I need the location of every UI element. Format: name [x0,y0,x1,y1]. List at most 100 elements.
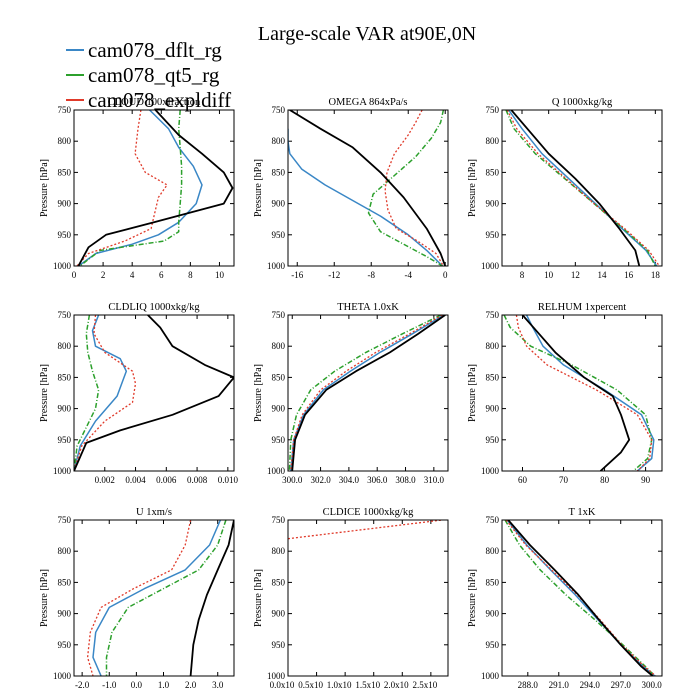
x-tick-label: 302.0 [310,475,331,485]
x-tick-label: 4 [130,270,135,280]
series-line-cam078-expldiff [76,110,168,266]
series-line-cam078-qt5-rg [288,315,442,471]
x-tick-label: 308.0 [395,475,416,485]
y-tick-label: 950 [486,640,500,650]
y-tick-label: 1000 [267,261,286,271]
y-tick-label: 850 [486,577,500,587]
y-tick-label: 1000 [53,261,72,271]
y-tick-label: 850 [272,577,286,587]
y-tick-label: 1000 [267,671,286,681]
plot-frame [501,109,663,267]
y-tick-label: 950 [486,435,500,445]
y-tick-label: 800 [272,341,286,351]
x-tick-label: 18 [651,270,661,280]
series-line-obs [74,315,234,471]
y-tick-label: 850 [272,372,286,382]
y-tick-label: 950 [58,640,72,650]
plot-frame [73,519,235,677]
x-tick-label: 60 [518,475,528,485]
series-line-obs [521,315,631,471]
x-tick-label: 0.5x10 [298,680,323,690]
series-group [288,110,447,266]
x-tick-label: -4 [404,270,412,280]
y-axis-label: Pressure [hPa] [253,569,264,627]
series-group [503,315,655,471]
series-line-obs [510,110,641,266]
x-tick-label: 16 [624,270,634,280]
x-tick-label: 0 [72,270,77,280]
y-tick-label: 850 [58,167,72,177]
series-line-cam078-dflt-rg [92,520,222,676]
series-line-cam078-qt5-rg [503,315,653,471]
y-tick-label: 1000 [481,261,500,271]
y-tick-label: 900 [486,404,500,414]
y-tick-label: 900 [486,609,500,619]
x-tick-label: 2 [101,270,106,280]
y-tick-label: 750 [486,310,500,320]
series-group [288,520,443,540]
x-tick-label: 300.0 [642,680,663,690]
y-tick-label: 900 [58,404,72,414]
series-line-cam078-expldiff [515,315,653,471]
x-tick-label: 70 [559,475,569,485]
x-tick-label: 0.008 [187,475,208,485]
series-line-cam078-qt5-rg [105,520,227,676]
y-tick-label: 900 [272,404,286,414]
panel-title: CLDICE 1000xkg/kg [323,507,414,518]
legend-label-expldiff: cam078_expldiff [88,88,231,112]
x-tick-label: 8 [188,270,193,280]
y-tick-label: 750 [486,105,500,115]
y-axis-label: Pressure [hPa] [39,159,50,217]
series-group [504,520,657,676]
y-tick-label: 850 [486,167,500,177]
y-tick-label: 950 [486,230,500,240]
x-tick-label: 10 [215,270,225,280]
x-tick-label: -2.0 [75,680,90,690]
panel-p2: OMEGA 864xPa/s Pressure [hPa] 750 800 850 900… [253,97,449,280]
y-tick-label: 750 [486,515,500,525]
panel-title: RELHUM 1xpercent [538,302,626,313]
legend-label-qt5: cam078_qt5_rg [88,63,220,87]
panel-title: Q 1000xkg/kg [552,97,613,108]
panel-title: U 1xm/s [136,507,172,518]
series-line-obs [507,520,654,676]
x-tick-label: 2.0x10 [384,680,409,690]
panel-title: CLOUD 100xfraction [108,97,201,108]
series-line-cam078-dflt-rg [74,315,128,471]
series-line-cam078-dflt-rg [508,110,658,266]
legend-label-dflt: cam078_dflt_rg [88,38,222,62]
y-tick-label: 750 [58,515,72,525]
panel-title: OMEGA 864xPa/s [328,97,407,108]
x-tick-label: 1.0 [158,680,170,690]
y-axis-label: Pressure [hPa] [467,159,478,217]
x-tick-label: 0.0x10 [270,680,295,690]
x-tick-label: 14 [598,270,608,280]
panel-title: CLDLIQ 1000xkg/kg [108,302,200,313]
x-tick-label: 0.006 [156,475,177,485]
y-tick-label: 750 [272,310,286,320]
y-tick-label: 750 [58,310,72,320]
panel-p1: CLOUD 100xfraction Pressure [hPa] 750 800 85… [39,97,235,280]
y-tick-label: 750 [272,105,286,115]
series-line-cam078-qt5-rg [79,110,183,266]
x-tick-label: 0.0 [131,680,143,690]
y-tick-label: 1000 [267,466,286,476]
y-axis-label: Pressure [hPa] [253,364,264,422]
y-tick-label: 800 [486,546,500,556]
series-group [288,315,446,471]
panel-title: THETA 1.0xK [337,302,399,313]
x-tick-label: 6 [159,270,164,280]
x-tick-label: -16 [291,270,303,280]
y-tick-label: 900 [58,199,72,209]
series-line-cam078-dflt-rg [525,315,655,471]
y-tick-label: 850 [272,167,286,177]
panel-p4: CLDLIQ 1000xkg/kg Pressure [hPa] 750 800 850… [39,302,238,485]
x-tick-label: 10 [544,270,554,280]
x-tick-label: 291.0 [549,680,570,690]
x-tick-label: 2.0 [185,680,197,690]
x-tick-label: 2.5x10 [412,680,437,690]
x-tick-label: 288.0 [518,680,539,690]
plot-frame [73,314,235,472]
x-tick-label: 0.004 [125,475,146,485]
y-tick-label: 900 [486,199,500,209]
